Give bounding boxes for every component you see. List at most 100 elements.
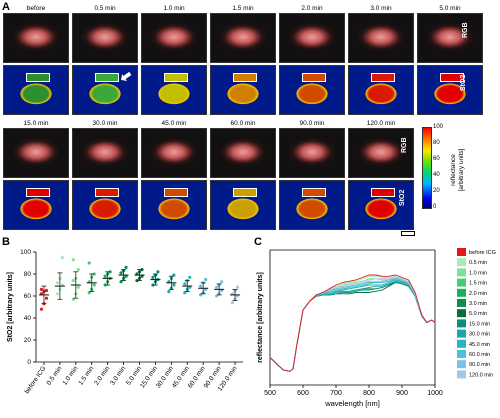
rgb-image (141, 13, 207, 63)
legend-label: 15.0 min (469, 321, 490, 327)
colorbar-tick-label: 60 (433, 156, 440, 162)
time-label: 120.0 min (366, 120, 396, 127)
time-label: 5.0 min (439, 5, 461, 12)
legend-label: 3.0 min (469, 301, 487, 307)
legend-swatch (457, 248, 466, 256)
legend-label: 5.0 min (469, 311, 487, 317)
legend-swatch (457, 339, 466, 348)
legend-swatch (457, 258, 466, 267)
rgb-image (72, 128, 138, 178)
region-of-interest-box (95, 73, 119, 82)
y-tick-label: 40 (24, 315, 32, 322)
x-tick-label: 1000 (427, 390, 443, 397)
legend-label: 1.5 min (469, 281, 487, 287)
legend-swatch (457, 278, 466, 287)
x-tick-label: 900 (396, 390, 408, 397)
data-point (39, 307, 44, 311)
region-of-interest-box (26, 188, 50, 197)
rgb-image (72, 13, 138, 63)
colorbar-tick-label: 20 (433, 188, 440, 194)
sto2-image (417, 65, 483, 115)
data-point (151, 283, 155, 287)
panel-c-letter: C (254, 236, 262, 248)
panel-a-letter: A (2, 1, 10, 13)
data-point (156, 270, 160, 274)
region-of-interest-box (371, 73, 395, 82)
colorbar-label-line2: [arbitrary units] (458, 148, 465, 192)
y-tick-label: 80 (24, 271, 32, 278)
data-point (76, 268, 80, 272)
data-point (230, 301, 235, 305)
region-of-interest-box (26, 73, 50, 82)
legend-label: 2.0 min (469, 291, 487, 297)
y-tick-label: 60 (24, 293, 32, 300)
legend-label: 120.0 min (469, 372, 493, 378)
data-point (124, 265, 128, 269)
x-tick-label: before ICG (24, 365, 48, 395)
legend-swatch (457, 268, 466, 277)
x-tick-label: 800 (363, 390, 375, 397)
time-label: 3.0 min (370, 5, 392, 12)
legend-label: 1.0 min (469, 270, 487, 276)
legend-swatch (457, 319, 466, 328)
data-point (172, 283, 176, 287)
region-of-interest-box (233, 73, 257, 82)
legend-swatch (457, 288, 466, 297)
x-axis-label: wavelength [nm] (324, 399, 380, 408)
rgb-image (141, 128, 207, 178)
colorbar-tick-label: 0 (433, 204, 437, 210)
legend-swatch (457, 329, 466, 338)
legend-swatch (457, 299, 466, 307)
time-label: 60.0 min (230, 120, 256, 127)
time-label: 1.0 min (163, 5, 185, 12)
x-tick-label: 600 (297, 390, 309, 397)
legend-label: 30.0 min (469, 332, 490, 338)
data-point (119, 271, 123, 275)
data-point (44, 296, 49, 300)
y-axis-label: reflectance [arbitrary units] (257, 272, 264, 363)
sto2-image (72, 65, 138, 115)
legend-label: before ICG (469, 250, 496, 256)
rgb-image (348, 128, 414, 178)
data-point (55, 281, 59, 285)
y-tick-label: 100 (20, 249, 31, 256)
sto2-image (210, 180, 276, 230)
data-point (204, 277, 208, 282)
panel-b-letter: B (2, 236, 10, 248)
sto2-image (3, 65, 69, 115)
rgb-image (210, 128, 276, 178)
data-point (220, 280, 224, 284)
data-point (44, 288, 49, 293)
time-label: 45.0 min (161, 120, 187, 127)
colorbar-tick-label: 100 (433, 124, 444, 130)
sto2-image (279, 180, 345, 230)
data-point (76, 285, 80, 289)
data-point (71, 279, 75, 283)
time-label: 1.5 min (232, 5, 254, 12)
sto2-image (72, 180, 138, 230)
scale-bar (401, 231, 415, 236)
region-of-interest-box (164, 188, 188, 197)
data-point (87, 261, 91, 265)
spectrum-line (269, 274, 436, 372)
data-point (215, 285, 219, 289)
region-of-interest-box (164, 73, 188, 82)
row-label-sto2: StO2 (460, 74, 467, 91)
x-tick-label: 500 (264, 390, 276, 397)
colorbar-tick-label: 40 (433, 172, 440, 178)
rgb-image (279, 13, 345, 63)
rgb-image (348, 13, 414, 63)
legend-swatch (457, 370, 466, 379)
sto2-image (141, 65, 207, 115)
colorbar (422, 127, 432, 209)
sto2-image (348, 180, 414, 230)
data-point (199, 284, 203, 288)
colorbar-label-line1: reflectance (450, 154, 457, 186)
time-label: 0.5 min (94, 5, 116, 12)
sto2-image (3, 180, 69, 230)
time-label: 15.0 min (23, 120, 49, 127)
data-point (39, 287, 44, 291)
row-label-rgb: RGB (401, 137, 408, 153)
rgb-image (3, 13, 69, 63)
data-point (151, 275, 155, 279)
